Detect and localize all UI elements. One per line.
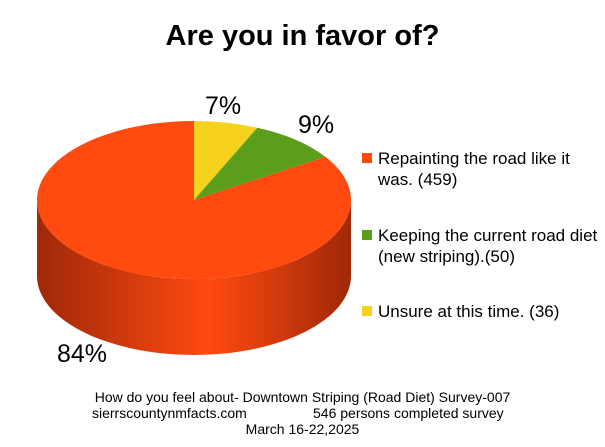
legend-swatch-repainting xyxy=(362,153,372,163)
legend-item-unsure: Unsure at this time. (36) xyxy=(362,301,602,322)
legend-label-unsure: Unsure at this time. (36) xyxy=(378,302,560,321)
pct-label-unsure: 7% xyxy=(205,92,242,120)
pie-slice-0 xyxy=(36,121,351,280)
pie-slice-2 xyxy=(194,121,258,200)
pct-label-keeping: 9% xyxy=(298,111,335,139)
legend-item-keeping: Keeping the current road diet (new strip… xyxy=(362,225,602,267)
chart-title: Are you in favor of? xyxy=(165,20,440,52)
legend-swatch-unsure xyxy=(362,306,372,316)
legend-swatch-keeping xyxy=(362,230,372,240)
footer-dates: March 16-22,2025 xyxy=(245,421,360,437)
legend-label-repainting: Repainting the road like it was. (459) xyxy=(378,149,570,189)
footer-count: 546 persons completed survey xyxy=(313,405,504,421)
pie-slice-1 xyxy=(194,127,326,200)
legend-label-keeping: Keeping the current road diet (new strip… xyxy=(378,226,598,266)
footer-survey-line: How do you feel about- Downtown Striping… xyxy=(94,389,511,405)
pct-label-repainting: 84% xyxy=(57,340,108,368)
pie-side-0 xyxy=(37,200,351,355)
legend-item-repainting: Repainting the road like it was. (459) xyxy=(362,148,602,190)
footer-site: sierrscountynmfacts.com xyxy=(92,405,247,421)
